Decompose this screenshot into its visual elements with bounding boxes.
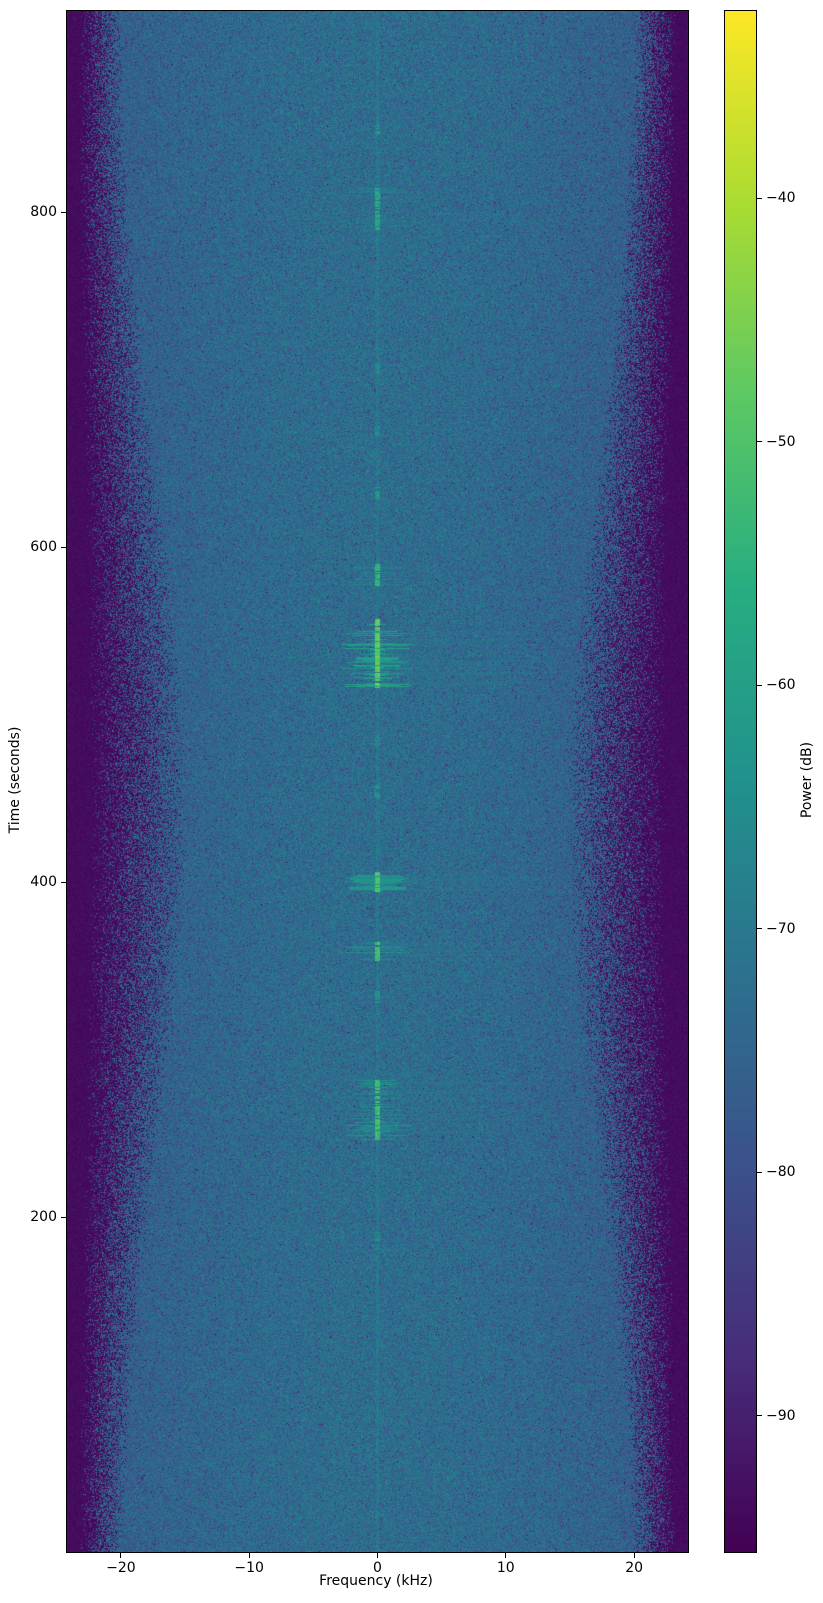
x-tick-mark bbox=[505, 1553, 507, 1558]
spectrogram-image bbox=[67, 11, 688, 1552]
y-axis-label: Time (seconds) bbox=[7, 726, 23, 834]
plot-area bbox=[66, 10, 689, 1553]
y-tick-mark bbox=[61, 546, 66, 548]
y-tick-mark bbox=[61, 881, 66, 883]
y-tick-label: 800 bbox=[30, 204, 57, 220]
colorbar-tick-mark bbox=[757, 928, 762, 930]
colorbar-tick-mark bbox=[757, 441, 762, 443]
x-tick-mark bbox=[120, 1553, 122, 1558]
x-tick-label: −20 bbox=[106, 1560, 136, 1576]
colorbar-tick-label: −50 bbox=[766, 433, 796, 450]
y-tick-mark bbox=[61, 211, 66, 213]
colorbar-tick-mark bbox=[757, 1171, 762, 1173]
x-tick-label: 0 bbox=[373, 1560, 382, 1576]
colorbar bbox=[724, 10, 757, 1553]
x-tick-label: 20 bbox=[625, 1560, 644, 1576]
colorbar-tick-mark bbox=[757, 684, 762, 686]
x-tick-mark bbox=[633, 1553, 635, 1558]
y-tick-label: 400 bbox=[30, 874, 57, 890]
x-tick-mark bbox=[377, 1553, 378, 1558]
x-tick-label: 10 bbox=[496, 1560, 515, 1576]
x-tick-mark bbox=[248, 1553, 250, 1558]
colorbar-tick-label: −80 bbox=[766, 1164, 796, 1181]
x-tick-label: −10 bbox=[234, 1560, 264, 1576]
colorbar-tick-mark bbox=[757, 197, 762, 199]
y-tick-mark bbox=[61, 1216, 66, 1218]
y-tick-label: 600 bbox=[30, 539, 57, 555]
y-tick-label: 200 bbox=[30, 1209, 57, 1225]
colorbar-label: Power (dB) bbox=[799, 741, 815, 819]
x-axis-label: Frequency (kHz) bbox=[319, 1573, 433, 1589]
colorbar-tick-label: −90 bbox=[766, 1407, 796, 1424]
colorbar-tick-mark bbox=[757, 1415, 762, 1417]
colorbar-tick-label: −60 bbox=[766, 677, 796, 694]
colorbar-tick-label: −70 bbox=[766, 920, 796, 937]
colorbar-tick-label: −40 bbox=[766, 190, 796, 207]
